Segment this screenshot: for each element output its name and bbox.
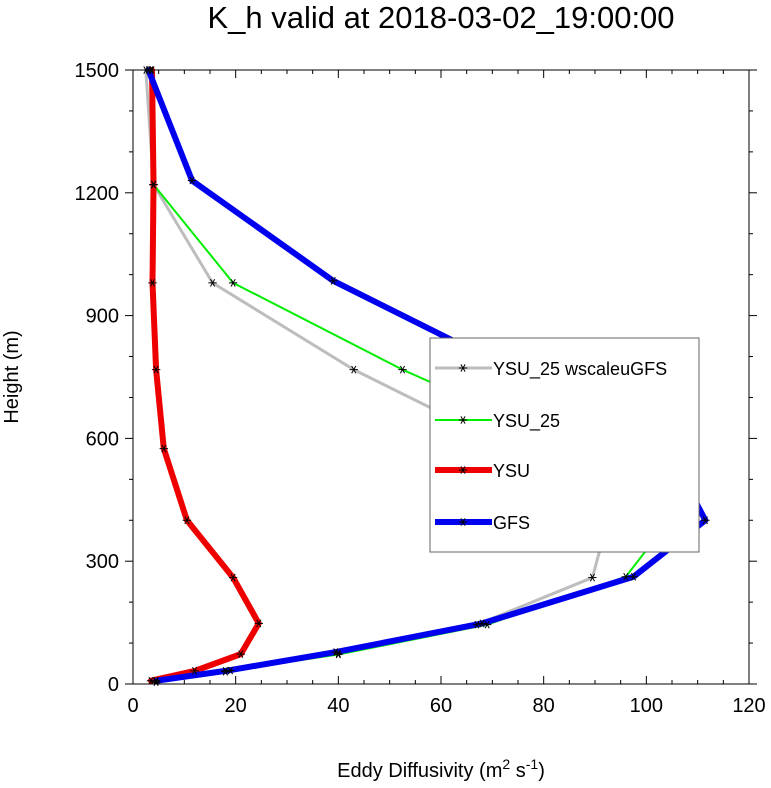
marker-stroke (149, 278, 156, 287)
y-tick-label: 1200 (75, 183, 120, 205)
marker-stroke (210, 278, 216, 287)
y-tick-label: 600 (86, 428, 119, 450)
y-axis-label: Height (m) (1, 330, 23, 423)
legend-label: YSU_25 (493, 411, 560, 432)
marker-stroke (335, 649, 341, 658)
data-point (221, 666, 230, 675)
marker-stroke (479, 619, 485, 628)
data-point (629, 572, 638, 581)
x-tick-label: 20 (225, 695, 247, 717)
marker-stroke (623, 572, 629, 581)
marker-stroke (150, 180, 157, 189)
x-tick-label: 80 (533, 695, 555, 717)
y-tick-label: 1500 (75, 60, 120, 82)
marker-stroke (399, 365, 406, 374)
marker-stroke (230, 278, 236, 287)
marker-stroke (153, 365, 159, 374)
chart-title: K_h valid at 2018-03-02_19:00:00 (207, 0, 674, 35)
marker-stroke (460, 466, 466, 474)
data-point (472, 620, 482, 629)
x-axis-label-main: Eddy Diffusivity (m (337, 760, 502, 782)
legend-label: YSU (493, 461, 530, 481)
data-point (701, 516, 710, 525)
marker-stroke (474, 620, 480, 629)
legend-label: YSU_25 wscaleuGFS (493, 359, 667, 380)
y-tick-label: 0 (108, 674, 119, 696)
series-line (147, 67, 262, 684)
x-axis-label: Eddy Diffusivity (m2 s-1) (337, 756, 545, 782)
marker-stroke (161, 444, 167, 453)
data-point (588, 573, 597, 582)
data-point (187, 176, 197, 185)
marker-stroke (460, 518, 466, 526)
marker-stroke (460, 364, 466, 372)
data-point (621, 572, 630, 581)
legend-marker (458, 518, 468, 526)
data-point (159, 444, 168, 453)
data-point (149, 180, 158, 189)
x-axis-label-sup1: 2 (502, 756, 510, 772)
marker-stroke (630, 572, 637, 581)
marker-stroke (460, 416, 466, 424)
data-point (329, 276, 338, 285)
legend-marker (458, 416, 468, 424)
marker-stroke (222, 666, 228, 675)
legend-item: GFS (435, 513, 530, 533)
marker-stroke (230, 573, 236, 582)
x-tick-label: 0 (127, 695, 138, 717)
x-tick-label: 100 (630, 695, 663, 717)
x-axis-label-mid: s (510, 760, 526, 782)
y-tick-label: 900 (86, 306, 119, 328)
data-point (349, 365, 358, 374)
marker-stroke (184, 516, 190, 525)
data-point (477, 619, 487, 628)
legend-item: YSU_25 wscaleuGFS (435, 359, 667, 380)
legend-marker (458, 364, 468, 372)
x-axis-label-end: ) (538, 760, 545, 782)
legend-marker (458, 466, 468, 474)
data-point (151, 365, 161, 374)
data-point (483, 620, 492, 629)
legend-label: GFS (493, 513, 530, 533)
x-tick-label: 60 (430, 695, 452, 717)
data-point (182, 516, 192, 525)
marker-stroke (153, 676, 159, 685)
data-point (228, 573, 238, 582)
legend-item: YSU_25 (435, 411, 560, 432)
legend-box (429, 337, 700, 553)
x-axis-label-sup2: -1 (526, 756, 539, 772)
marker-stroke (227, 666, 234, 675)
marker-stroke (351, 365, 357, 374)
marker-stroke (330, 276, 336, 285)
x-tick-label: 120 (732, 695, 765, 717)
legend: YSU_25 wscaleuGFS YSU_25 YSU GFS (429, 337, 700, 553)
data-point (228, 278, 238, 287)
y-tick-label: 300 (86, 551, 119, 573)
marker-stroke (702, 516, 708, 525)
data-point (190, 666, 199, 675)
legend-item: YSU (435, 461, 530, 481)
data-point (208, 278, 217, 287)
marker-stroke (238, 650, 244, 659)
marker-stroke (484, 620, 490, 629)
marker-stroke (189, 176, 195, 185)
marker-stroke (589, 573, 595, 582)
data-point (254, 619, 263, 628)
data-point (398, 365, 407, 374)
marker-stroke (333, 648, 339, 656)
x-tick-label: 40 (327, 695, 349, 717)
marker-stroke (256, 619, 262, 628)
data-point (331, 648, 340, 656)
marker-stroke (148, 676, 154, 685)
data-point (148, 278, 157, 287)
data-point (236, 650, 245, 659)
marker-stroke (192, 666, 198, 675)
